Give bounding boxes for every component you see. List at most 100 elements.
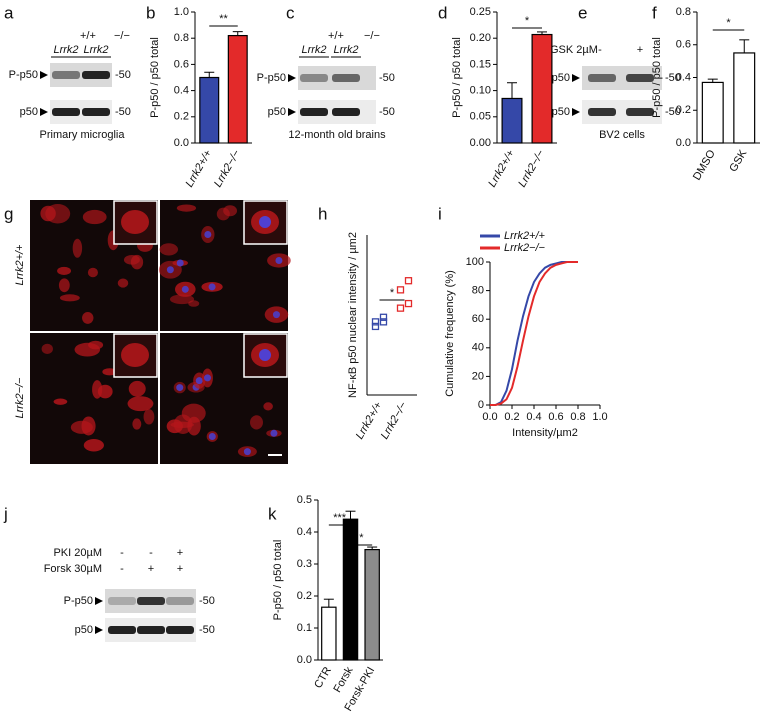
band-label: P-p50 [64, 595, 93, 607]
lane-sign: - [120, 547, 124, 559]
blot-band [588, 74, 616, 82]
gene-label: Lrrk2 [53, 44, 78, 56]
y-tick-label: 1.0 [174, 6, 189, 18]
y-tick-label: 0.2 [297, 590, 312, 602]
genotype: −/− [114, 30, 130, 42]
y-tick-label: 60 [472, 313, 484, 325]
sig-label: ** [219, 13, 228, 25]
y-axis-label: Cumulative frequency (%) [444, 270, 456, 397]
bar [227, 34, 248, 144]
point [404, 277, 413, 285]
gene-label: Lrrk2 [301, 44, 326, 56]
y-tick-label: 0.1 [297, 622, 312, 634]
x-tick-label: 0.4 [526, 411, 541, 423]
panel-label: f [652, 3, 657, 22]
y-axis-label: NF-κB p50 nuclear intensity / µm2 [347, 232, 359, 398]
x-tick-label: Lrrk2+/+ [486, 147, 517, 189]
y-axis-label: P-p50 / p50 total [272, 540, 284, 621]
point [371, 322, 380, 331]
caption: BV2 cells [599, 129, 645, 141]
blot-band [588, 108, 616, 116]
lane-sign: + [148, 563, 154, 575]
y-tick-label: 0.20 [470, 32, 491, 44]
cell [88, 340, 104, 350]
sig-label: *** [333, 512, 347, 524]
cell [92, 380, 103, 399]
nucleus [270, 429, 278, 437]
panel-label: d [438, 3, 447, 22]
x-tick-label: GSK [727, 147, 749, 174]
marker-label: -50 [379, 106, 395, 118]
panel-label: h [318, 204, 327, 223]
treatment: GSK 2µM [550, 44, 598, 56]
lane-sign: + [177, 563, 183, 575]
marker-label: -50 [665, 106, 681, 118]
y-tick-label: 0.3 [297, 558, 312, 570]
point [404, 299, 413, 308]
x-tick-label: Lrrk2−/− [212, 147, 243, 189]
blot-band [332, 108, 360, 116]
marker-label: -50 [379, 72, 395, 84]
y-tick-label: 0.4 [676, 71, 691, 83]
genotype: +/+ [80, 30, 96, 42]
inset-nucleus [259, 216, 271, 228]
cell [117, 278, 129, 288]
cell [70, 420, 93, 434]
panel-label: a [4, 3, 14, 22]
blot-band [108, 626, 136, 634]
blot-band [166, 626, 194, 634]
band-label: p50 [75, 624, 93, 636]
y-tick-label: 80 [472, 285, 484, 297]
cell [40, 205, 56, 222]
genotype: −/− [364, 30, 380, 42]
y-axis-label: P-p50 / p50 total [451, 37, 463, 118]
sig-label: * [359, 532, 364, 544]
nucleus [208, 432, 216, 440]
cell [72, 238, 83, 258]
y-tick-label: 20 [472, 370, 484, 382]
y-tick-label: 0.8 [676, 6, 691, 18]
genotype: +/+ [328, 30, 344, 42]
x-tick-label: CTR [312, 665, 334, 691]
y-axis-label: P-p50 / p50 total [149, 37, 161, 118]
y-tick-label: 0.15 [470, 58, 491, 70]
lane-sign: - [120, 563, 124, 575]
lane-sign: - [598, 44, 602, 56]
cell [123, 254, 140, 265]
blot-band [166, 597, 194, 605]
band-label: P-p50 [9, 69, 38, 81]
legend-label: Lrrk2+/+ [504, 230, 546, 242]
band-arrow [572, 108, 580, 116]
treatment: Forsk 30µM [44, 563, 102, 575]
marker-label: -50 [665, 72, 681, 84]
panel-label: j [3, 504, 8, 523]
marker-label: -50 [199, 624, 215, 636]
x-tick-label: 0.8 [570, 411, 585, 423]
blot-band [300, 108, 328, 116]
y-tick-label: 0.8 [174, 32, 189, 44]
marker-label: -50 [199, 595, 215, 607]
band-arrow [288, 108, 296, 116]
bar [342, 518, 359, 661]
x-tick-label: Lrrk2+/+ [183, 147, 214, 189]
y-tick-label: 0.2 [174, 111, 189, 123]
point [379, 313, 388, 321]
y-tick-label: 0.10 [470, 85, 491, 97]
y-tick-label: 0.4 [174, 85, 189, 97]
treatment: PKI 20µM [53, 547, 102, 559]
y-tick-label: 0 [478, 399, 484, 411]
band-arrow [40, 71, 48, 79]
bar [701, 81, 724, 144]
cell [87, 267, 98, 278]
band-label: p50 [552, 106, 570, 118]
bar [199, 76, 220, 144]
sig-label: * [726, 17, 731, 29]
bar [501, 97, 523, 144]
cell [102, 368, 117, 376]
cell [58, 278, 70, 293]
line [490, 261, 578, 406]
bar [321, 606, 337, 661]
inset-cell [121, 343, 149, 367]
row-label: Lrrk2−/− [14, 377, 26, 419]
